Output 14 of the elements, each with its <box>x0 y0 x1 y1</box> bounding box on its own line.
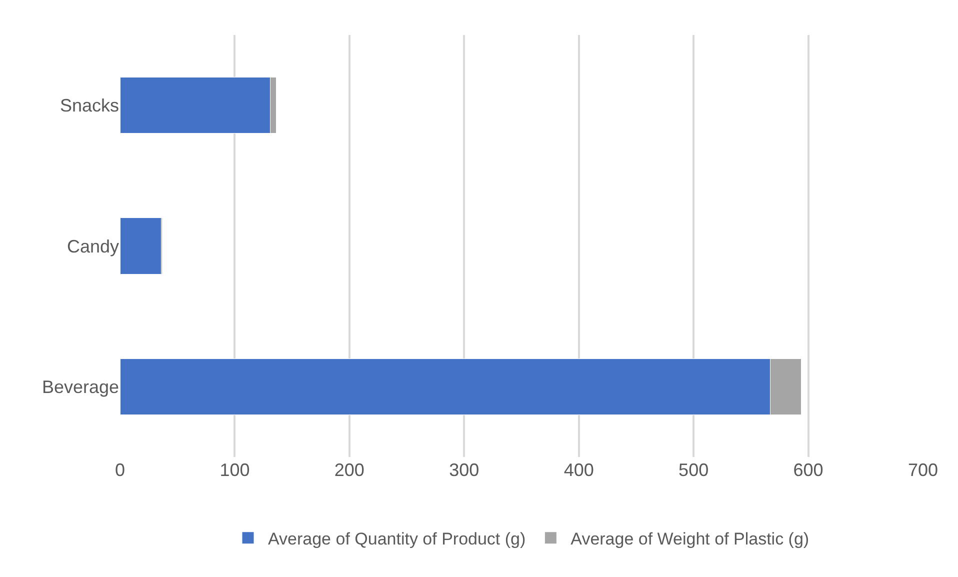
x-tick-label: 100 <box>220 460 250 480</box>
x-tick-label: 600 <box>793 460 824 480</box>
x-tick-label: 400 <box>564 460 594 480</box>
legend-label: Average of Quantity of Product (g) <box>268 529 526 548</box>
legend-label: Average of Weight of Plastic (g) <box>570 529 810 548</box>
y-tick-label: Candy <box>66 236 119 256</box>
bar <box>120 218 162 274</box>
x-tick-label: 700 <box>908 460 938 480</box>
x-tick-label: 300 <box>449 460 480 480</box>
x-tick-label: 0 <box>114 460 126 480</box>
y-tick-label: Snacks <box>60 96 119 116</box>
x-tick-label: 200 <box>334 460 364 480</box>
y-tick-label: Beverage <box>42 376 119 397</box>
x-tick-label: 500 <box>678 460 709 480</box>
